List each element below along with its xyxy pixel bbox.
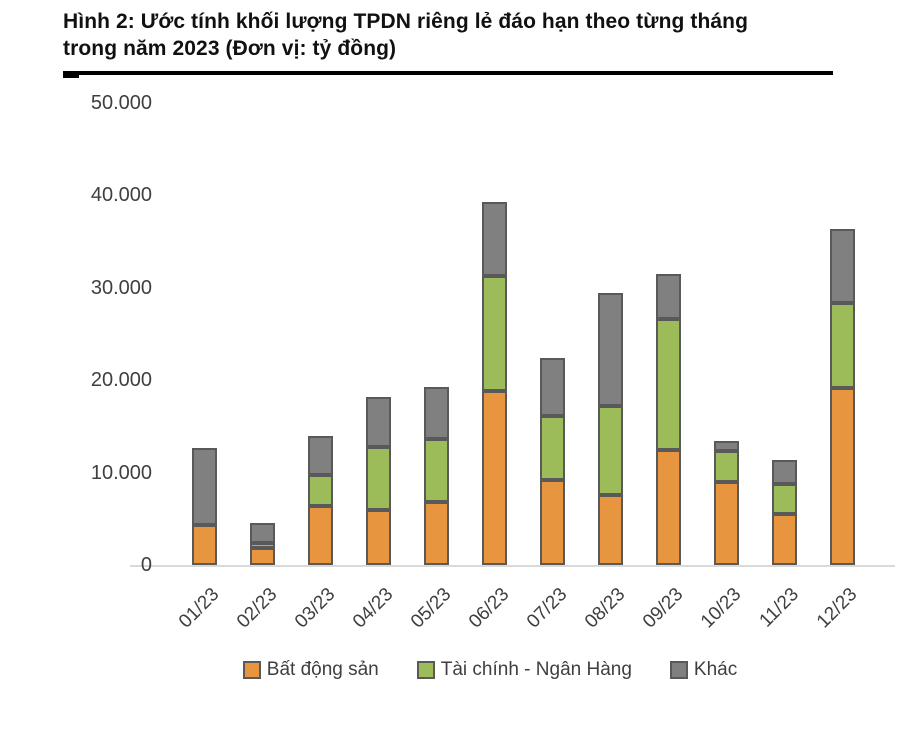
- bar-segment-09/23-series-2: [656, 273, 681, 319]
- bar-segment-11/23-series-1: [772, 483, 797, 515]
- x-axis-tick-label: 12/23: [812, 584, 862, 633]
- bar-segment-11/23-series-2: [772, 460, 797, 484]
- bar-segment-09/23-series-0: [656, 450, 681, 565]
- figure-title: Hình 2: Ước tính khối lượng TPDN riêng l…: [63, 10, 749, 60]
- y-axis-tick-label: 30.000: [90, 276, 152, 299]
- bar-segment-01/23-series-0: [192, 525, 217, 565]
- bar-segment-05/23-series-0: [424, 502, 449, 565]
- bar-segment-06/23-series-2: [482, 202, 507, 277]
- bar-segment-10/23-series-0: [714, 481, 739, 565]
- bar-segment-08/23-series-0: [598, 494, 623, 565]
- x-axis-tick-label: 09/23: [638, 584, 688, 633]
- bar-segment-08/23-series-2: [598, 293, 623, 406]
- bar-segment-03/23-series-0: [308, 505, 333, 565]
- x-axis-line: [130, 565, 895, 567]
- title-rule: [63, 71, 833, 75]
- bar-segment-07/23-series-2: [540, 357, 565, 417]
- bar-segment-02/23-series-1: [250, 542, 275, 549]
- y-axis-tick-label: 20.000: [90, 369, 152, 391]
- x-axis-tick-label: 11/23: [755, 584, 804, 632]
- y-axis-tick-label: 40.000: [90, 184, 152, 206]
- bar-segment-04/23-series-0: [366, 510, 391, 565]
- bar-segment-07/23-series-1: [540, 416, 565, 480]
- y-axis-tick-label: 0: [140, 554, 152, 576]
- bar-segment-06/23-series-0: [482, 391, 507, 565]
- y-axis-tick-label: 50.000: [90, 91, 152, 114]
- legend-item-1: Tài chính - Ngân Hàng: [416, 659, 632, 681]
- bar-segment-08/23-series-1: [598, 405, 623, 495]
- bar-segment-05/23-series-1: [424, 439, 449, 503]
- bar-segment-10/23-series-1: [714, 451, 739, 482]
- x-axis-tick-label: 10/23: [696, 584, 746, 633]
- bar-segment-12/23-series-2: [830, 229, 855, 304]
- bar-segment-04/23-series-2: [366, 396, 391, 447]
- bar-segment-12/23-series-0: [830, 388, 855, 565]
- x-axis-tick-label: 04/23: [348, 584, 398, 633]
- legend-label: Tài chính - Ngân Hàng: [440, 659, 632, 680]
- bar-segment-03/23-series-1: [308, 475, 333, 506]
- y-axis-tick-label: 10.000: [90, 461, 152, 484]
- legend-label: Bất động sản: [266, 659, 379, 680]
- bar-segment-03/23-series-2: [308, 435, 333, 476]
- legend-swatch-icon: [242, 661, 261, 679]
- x-axis-tick-label: 01/23: [174, 584, 224, 633]
- bar-segment-06/23-series-1: [482, 276, 507, 392]
- bar-segment-02/23-series-2: [250, 523, 275, 543]
- bar-segment-10/23-series-2: [714, 441, 739, 452]
- x-axis-tick-label: 05/23: [406, 584, 456, 633]
- legend-item-2: Khác: [669, 659, 738, 681]
- x-axis-tick-label: 08/23: [580, 584, 630, 633]
- bar-segment-09/23-series-1: [656, 318, 681, 451]
- bar-segment-02/23-series-0: [250, 548, 275, 565]
- x-axis-tick-label: 02/23: [232, 584, 282, 633]
- x-axis-tick-label: 06/23: [464, 584, 514, 633]
- legend: Bất động sản Tài chính - Ngân Hàng Khác: [85, 655, 895, 685]
- bar-segment-04/23-series-1: [366, 446, 391, 511]
- legend-swatch-icon: [669, 661, 688, 679]
- bar-segment-11/23-series-0: [772, 514, 797, 565]
- bar-segment-05/23-series-2: [424, 387, 449, 440]
- bar-segment-01/23-series-2: [192, 447, 217, 526]
- legend-item-0: Bất động sản: [242, 659, 379, 681]
- x-axis-tick-label: 07/23: [522, 584, 572, 633]
- bar-segment-12/23-series-1: [830, 303, 855, 389]
- legend-label: Khác: [693, 659, 738, 680]
- bar-segment-07/23-series-0: [540, 479, 565, 565]
- x-axis-tick-label: 03/23: [290, 584, 340, 633]
- title-rule-tab: [63, 75, 79, 78]
- legend-swatch-icon: [416, 661, 435, 679]
